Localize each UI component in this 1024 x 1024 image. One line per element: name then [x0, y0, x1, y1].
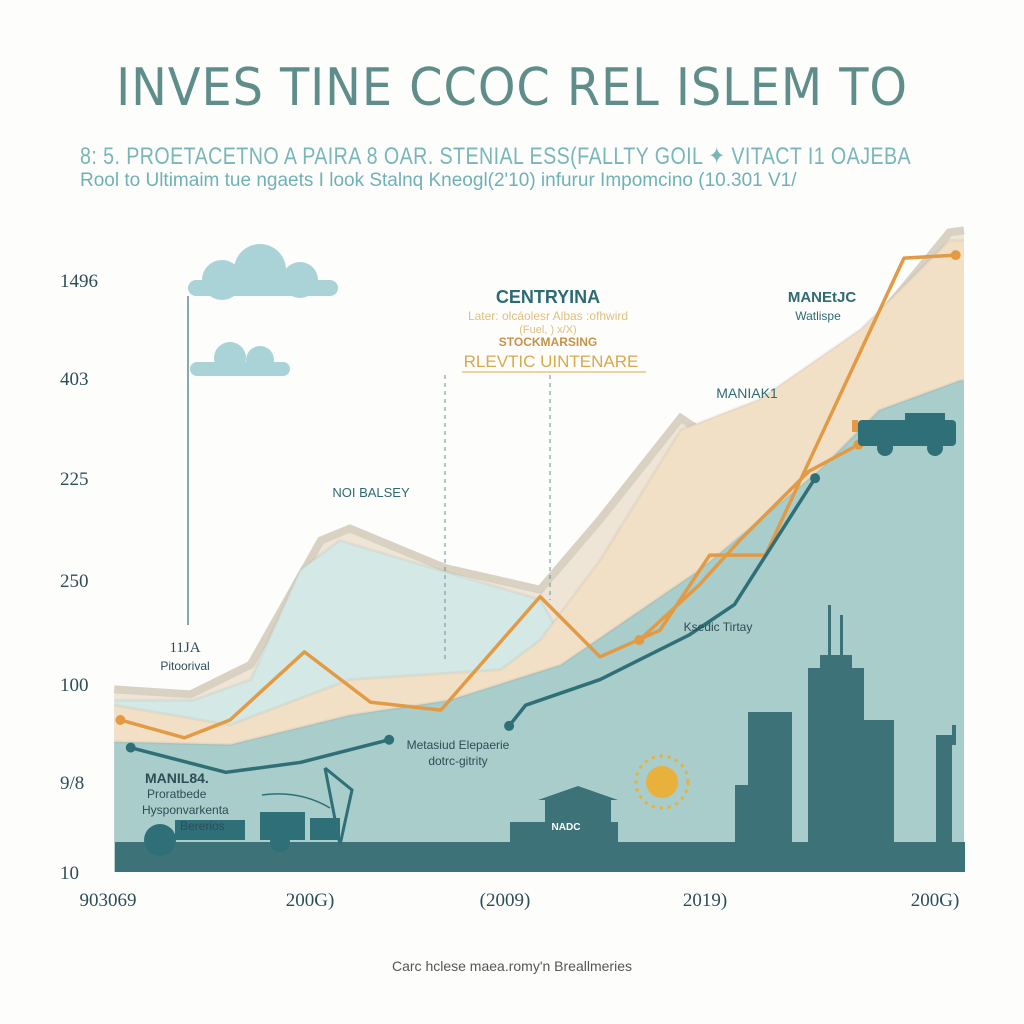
- annotation-centryina: CENTRYINA: [496, 287, 600, 307]
- chart-title: INVES TINE CCOC REL ISLEM TO: [116, 58, 908, 118]
- tractor-icon: [144, 812, 340, 856]
- x-tick-label: 200G): [286, 890, 335, 911]
- y-tick-label: 1496: [60, 271, 98, 292]
- axis-ticks: 10 9/8 100 250 225 403 1496 903069 200G) (2009) 20…: [60, 271, 959, 911]
- annotation-manetjc: MANEtJC: [788, 289, 857, 306]
- annotation-pitoorival: Pitoorival: [160, 659, 209, 673]
- skyscraper-icon: [735, 605, 956, 848]
- footer-caption: Carc hclese maea.romy'n Breallmeries: [392, 958, 632, 974]
- annotation-bererios: Bererios: [180, 819, 225, 833]
- chart-subtitle: 8: 5. PROETACETNO A PAIRA 8 OAR. STENIAL…: [80, 143, 912, 170]
- annotation-maniak1: MANIAK1: [716, 385, 778, 401]
- series-line-1: [638, 443, 860, 642]
- area-edge-3: [114, 378, 964, 747]
- y-tick-label: 403: [60, 369, 89, 390]
- series-point: [504, 720, 515, 731]
- oil-pump-icon: [261, 766, 354, 846]
- series-point: [950, 250, 961, 261]
- series-line-0: [119, 253, 956, 740]
- chart-subtitle-secondary: Rool to Ultimaim tue ngaets I look Staln…: [80, 170, 797, 191]
- cloud-icon: [188, 244, 338, 300]
- y-tick-label: 250: [60, 571, 89, 592]
- annotation-watlispe: Watlispe: [795, 309, 841, 323]
- annotation-rlevtic: RLEVTIC UINTENARE: [464, 352, 639, 371]
- series-point: [384, 734, 395, 745]
- series-point: [810, 473, 821, 484]
- area-edge-2: [113, 238, 964, 727]
- x-tick-label: 200G): [911, 890, 960, 911]
- building-sign: NADC: [552, 822, 581, 833]
- x-tick-label: 2019): [683, 890, 727, 911]
- building-icon: [510, 786, 618, 848]
- annotation-hyspon: Hysponvarkenta: [142, 803, 229, 817]
- x-tick-label: (2009): [480, 890, 531, 911]
- y-tick-label: 225: [60, 469, 89, 490]
- annotation-note: (Fuel, ) x/X): [519, 324, 576, 336]
- annotation-11ja: 11JA: [169, 640, 200, 656]
- annotation-proratbede: Proratbede: [147, 787, 207, 801]
- area-edge-1: [114, 538, 585, 702]
- y-tick-label: 10: [60, 863, 79, 884]
- annotation-ksedic: Ksedic Tirtay: [684, 620, 753, 634]
- y-tick-label: 9/8: [60, 773, 84, 794]
- series-point: [115, 715, 126, 726]
- annotation-metasiud: Metasiud Elepaerie: [407, 738, 510, 752]
- annotation-note: Later: olcáolesr Albas :ofhwird: [468, 309, 628, 323]
- y-tick-label: 100: [60, 675, 89, 696]
- sun-icon: [634, 754, 690, 810]
- annotation-manil: MANIL84.: [145, 770, 209, 786]
- annotation-dotrc: dotrc-gitrity: [428, 754, 487, 768]
- series-line-3: [507, 477, 817, 728]
- series-line-2: [130, 738, 390, 775]
- x-tick-label: 903069: [80, 890, 137, 911]
- series-point: [634, 635, 645, 646]
- annotation-noi-balsey: NOI BALSEY: [332, 485, 410, 500]
- series-lines: [115, 250, 961, 775]
- truck-icon: [852, 413, 956, 456]
- series-point: [125, 742, 136, 753]
- cloud-icon: [190, 342, 290, 376]
- annotation-stockmarsing: STOCKMARSING: [499, 335, 597, 349]
